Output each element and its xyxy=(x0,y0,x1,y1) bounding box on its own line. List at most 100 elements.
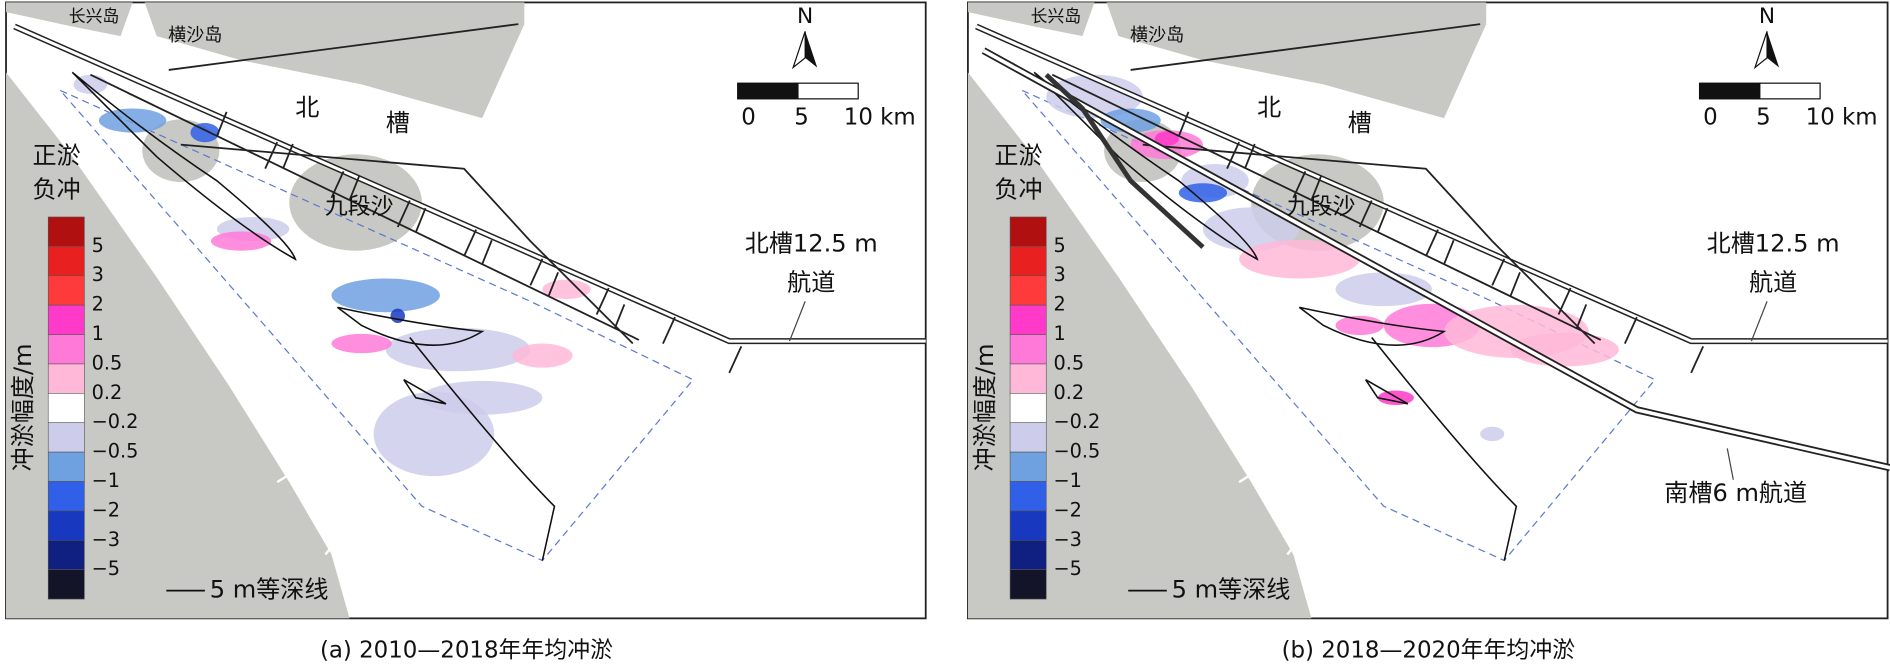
place-label: 长兴岛 xyxy=(1031,6,1082,26)
leader xyxy=(1726,448,1734,480)
study-area xyxy=(59,89,695,562)
legend-tick: −1 xyxy=(1053,469,1081,492)
legend-tick: −0.2 xyxy=(1053,410,1100,433)
legend-swatch xyxy=(47,363,85,394)
north-label: N xyxy=(797,4,813,29)
legend-swatch xyxy=(1009,569,1047,600)
north-dike xyxy=(1130,23,1481,71)
north-jetty-inner xyxy=(975,25,1888,343)
scale-bar xyxy=(797,82,859,100)
place-label: 北 xyxy=(295,93,319,121)
place-label: 北槽12.5 m xyxy=(745,230,878,258)
dike xyxy=(1142,143,1596,345)
legend-title: 冲淤幅度/m xyxy=(971,343,999,471)
place-label: 槽 xyxy=(1348,109,1372,137)
north-jetty-inner xyxy=(13,25,926,343)
scale-label: 5 xyxy=(1756,105,1771,131)
legend-swatch xyxy=(47,216,85,247)
legend-tick: −0.2 xyxy=(92,410,139,433)
groin xyxy=(1244,143,1256,169)
scale-label: 5 xyxy=(794,105,809,131)
legend-tick: −5 xyxy=(92,557,120,580)
legend-swatch xyxy=(47,539,85,570)
legend-tick: 5 xyxy=(1053,234,1065,257)
place-label: 九段沙 xyxy=(325,194,394,220)
land xyxy=(967,2,1095,37)
groin xyxy=(481,239,493,265)
legend-swatch xyxy=(47,393,85,424)
legend-tick: −2 xyxy=(92,498,120,521)
place-label: 九段沙 xyxy=(1287,194,1356,220)
groin xyxy=(348,175,361,201)
dike xyxy=(180,143,634,345)
legend-tick: −3 xyxy=(1053,528,1081,551)
legend-tick: 0.5 xyxy=(92,351,123,374)
groin xyxy=(1310,175,1322,201)
legend-swatch xyxy=(47,510,85,541)
land xyxy=(1106,2,1487,119)
groin xyxy=(1557,287,1572,315)
coast-road xyxy=(1238,420,1373,556)
isobath xyxy=(71,71,556,561)
place-label: 航道 xyxy=(1749,268,1797,296)
place-label: 长兴岛 xyxy=(69,6,120,26)
legend-tick: −3 xyxy=(92,528,120,551)
place-label: 北槽12.5 m xyxy=(1707,230,1840,258)
legend-tick: −0.5 xyxy=(92,440,139,463)
change-patch xyxy=(512,343,573,368)
legend-tick: 2 xyxy=(92,293,104,316)
legend-swatch xyxy=(47,246,85,277)
groin xyxy=(463,229,477,257)
scale-label: 0 xyxy=(741,105,756,131)
legend-swatch xyxy=(47,422,85,453)
legend-swatch xyxy=(1009,451,1047,482)
groin xyxy=(1226,141,1240,170)
scale-label: 10 km xyxy=(1806,105,1878,131)
legend-swatch xyxy=(1009,216,1047,247)
groin xyxy=(662,316,676,345)
change-patch xyxy=(1239,239,1360,279)
change-patch xyxy=(331,333,392,354)
legend-swatch xyxy=(47,451,85,482)
scale-bar xyxy=(1698,82,1761,100)
caption: (b) 2018—2020年年均冲淤 xyxy=(1282,637,1576,663)
scale-bar xyxy=(1759,82,1821,100)
groin xyxy=(1509,271,1521,297)
legend-swatch xyxy=(1009,275,1047,306)
legend-tick: 5 xyxy=(92,234,104,257)
contour-label: 5 m等深线 xyxy=(1172,576,1291,604)
legend-tick: 2 xyxy=(1053,293,1065,316)
legend-swatch xyxy=(47,481,85,512)
legend-swatch xyxy=(1009,246,1047,277)
thalweg xyxy=(1044,72,1205,249)
legend-swatch xyxy=(1009,422,1047,453)
legend-swatch xyxy=(1009,363,1047,394)
legend-swatch xyxy=(1009,481,1047,512)
groin xyxy=(1376,207,1389,233)
place-label: 槽 xyxy=(386,109,410,137)
legend-tick: −5 xyxy=(1053,557,1081,580)
place-label: 南槽6 m航道 xyxy=(1664,479,1807,507)
south-dike xyxy=(90,73,640,341)
scale-bar xyxy=(737,82,799,100)
legend-tick: 3 xyxy=(92,263,104,286)
land xyxy=(967,72,1312,619)
legend-swatch xyxy=(47,334,85,365)
south-channel-inner xyxy=(982,49,1890,470)
legend-tick: 3 xyxy=(1053,263,1065,286)
groin xyxy=(1443,239,1455,265)
south-dike xyxy=(1051,73,1602,341)
legend-positive: 正淤 xyxy=(33,142,81,170)
north-dike xyxy=(168,23,519,71)
legend-negative: 负冲 xyxy=(994,175,1042,203)
legend-swatch xyxy=(47,569,85,600)
contour-label: 5 m等深线 xyxy=(210,576,329,604)
caption: (a) 2010—2018年年均冲淤 xyxy=(320,637,613,663)
change-patch xyxy=(542,279,591,299)
change-patch xyxy=(1480,426,1505,442)
legend-swatch xyxy=(1009,510,1047,541)
legend-tick: −1 xyxy=(92,469,120,492)
groin xyxy=(529,258,544,286)
